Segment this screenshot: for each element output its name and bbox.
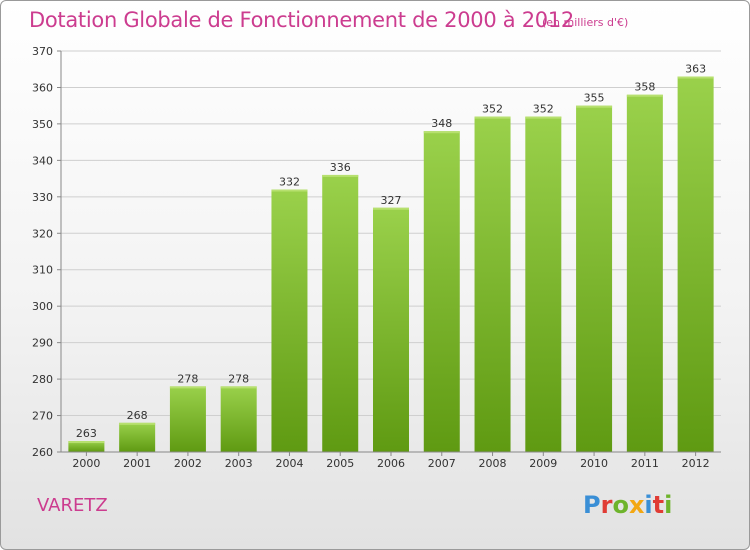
bar-2012 xyxy=(677,76,714,452)
data-label: 352 xyxy=(533,103,554,116)
logo-letter: x xyxy=(628,491,645,519)
logo-letter: o xyxy=(612,491,629,519)
proxiti-logo: Proxiti xyxy=(583,491,672,519)
data-label: 358 xyxy=(634,81,655,94)
data-label: 336 xyxy=(330,161,351,174)
logo-letter: i xyxy=(664,491,673,519)
data-labels: 263 268 278 278 332 336 327 348 352 352 355 358 363 xyxy=(76,63,706,441)
bar-highlight xyxy=(576,105,613,108)
data-label: 268 xyxy=(127,409,148,422)
bar-highlight xyxy=(423,131,460,134)
bar-highlight xyxy=(322,174,359,177)
y-tick-label: 270 xyxy=(32,410,53,423)
bar-highlight xyxy=(271,189,308,192)
chart-title: Dotation Globale de Fonctionnement de 20… xyxy=(29,8,574,32)
bar-2004 xyxy=(271,189,308,452)
y-tick-label: 260 xyxy=(32,446,53,459)
x-tick-label: 2010 xyxy=(580,457,608,470)
bar-highlight xyxy=(626,94,663,97)
data-label: 363 xyxy=(685,63,706,76)
bars xyxy=(68,76,714,453)
bar-highlight xyxy=(220,386,257,389)
bar-2005 xyxy=(322,174,359,453)
y-tick-label: 300 xyxy=(32,300,53,313)
bar-2010 xyxy=(576,105,613,452)
data-label: 263 xyxy=(76,427,97,440)
bar-2009 xyxy=(525,116,562,453)
bar-2008 xyxy=(474,116,511,453)
logo-letter: t xyxy=(652,491,665,519)
bar-highlight xyxy=(474,116,511,119)
bar-highlight xyxy=(119,422,156,425)
data-label: 352 xyxy=(482,103,503,116)
bar-2000 xyxy=(68,441,105,452)
x-tick-label: 2001 xyxy=(123,457,151,470)
x-tick-label: 2008 xyxy=(479,457,507,470)
x-tick-label: 2004 xyxy=(275,457,303,470)
y-tick-label: 320 xyxy=(32,227,53,240)
data-label: 355 xyxy=(584,92,605,105)
data-label: 332 xyxy=(279,176,300,189)
bar-highlight xyxy=(68,441,105,444)
logo-letter: r xyxy=(600,491,613,519)
y-tick-label: 330 xyxy=(32,191,53,204)
chart-unit: (en milliers d'€) xyxy=(542,16,629,29)
data-label: 278 xyxy=(228,372,249,385)
bar-2003 xyxy=(220,386,257,452)
y-tick-label: 290 xyxy=(32,337,53,350)
data-label: 278 xyxy=(177,372,198,385)
axes: 260 270 280 290 300 310 320 330 340 350 360 370 2000… xyxy=(32,45,721,470)
x-tick-label: 2007 xyxy=(428,457,456,470)
bar-2006 xyxy=(373,207,409,452)
y-tick-label: 370 xyxy=(32,45,53,58)
y-tick-label: 350 xyxy=(32,118,53,131)
bar-2002 xyxy=(169,386,206,452)
x-tick-label: 2005 xyxy=(326,457,354,470)
bar-2007 xyxy=(423,131,460,452)
x-tick-label: 2009 xyxy=(529,457,557,470)
y-tick-label: 310 xyxy=(32,264,53,277)
x-tick-label: 2006 xyxy=(377,457,405,470)
bar-highlight xyxy=(169,386,206,389)
x-tick-label: 2000 xyxy=(72,457,100,470)
logo-letter: P xyxy=(583,491,601,519)
x-tick-label: 2003 xyxy=(225,457,253,470)
bar-highlight xyxy=(525,116,562,119)
bar-2011 xyxy=(626,94,663,452)
y-tick-label: 280 xyxy=(32,373,53,386)
x-tick-label: 2002 xyxy=(174,457,202,470)
logo-letter: i xyxy=(644,491,653,519)
y-tick-label: 360 xyxy=(32,81,53,94)
data-label: 348 xyxy=(431,117,452,130)
commune-name: VARETZ xyxy=(37,495,108,516)
y-tick-label: 340 xyxy=(32,154,53,167)
bar-highlight xyxy=(677,76,714,79)
bar-highlight xyxy=(373,207,409,210)
x-tick-label: 2012 xyxy=(682,457,710,470)
x-tick-label: 2011 xyxy=(631,457,659,470)
bar-2001 xyxy=(119,422,156,452)
data-label: 327 xyxy=(381,194,402,207)
